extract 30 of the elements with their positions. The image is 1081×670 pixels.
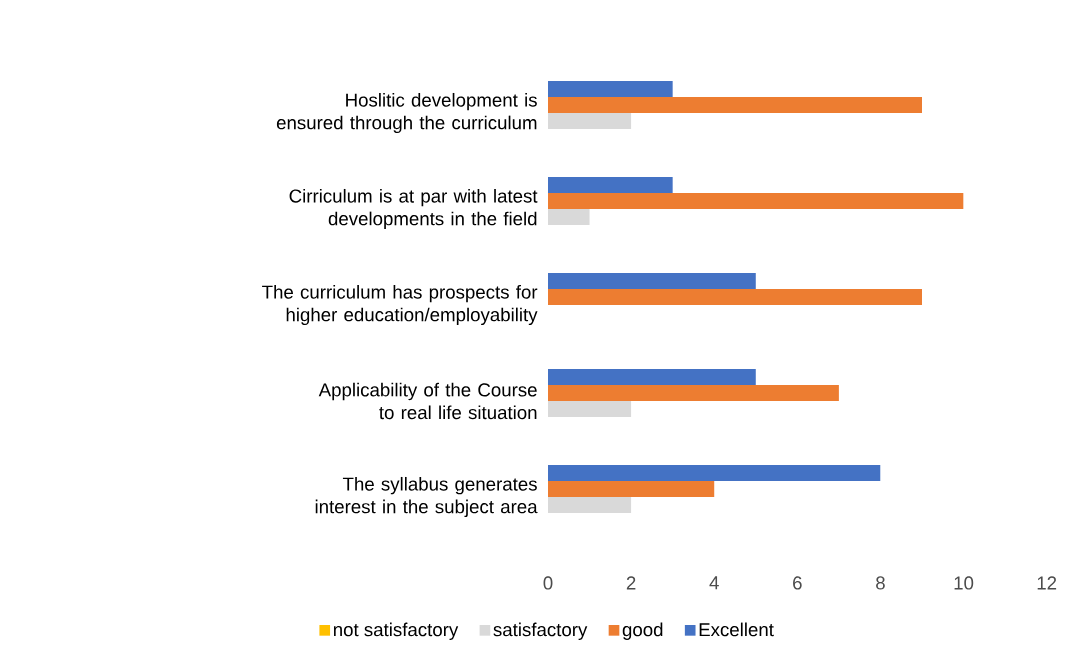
x-tick-label: 10 xyxy=(954,576,974,590)
bar xyxy=(548,177,673,193)
y-tick-label: The syllabus generates interest in the subject area xyxy=(315,476,538,518)
legend-label: Excellent xyxy=(699,622,774,637)
bar xyxy=(548,97,922,113)
bar xyxy=(548,113,632,129)
bar xyxy=(548,384,839,401)
bar xyxy=(548,209,590,225)
x-tick-label: 6 xyxy=(793,576,802,590)
x-tick-label: 4 xyxy=(709,576,719,590)
legend-label: satisfactory xyxy=(493,622,588,640)
bar xyxy=(548,401,632,417)
bar xyxy=(548,480,715,497)
bar xyxy=(548,369,756,385)
bar xyxy=(548,496,632,513)
y-tick-label: Cirriculum is at par with latest developments in the field xyxy=(289,188,538,230)
bar xyxy=(548,193,964,209)
bar xyxy=(548,81,673,97)
legend-label: not satisfactory xyxy=(333,622,459,640)
x-tick-label: 0 xyxy=(543,576,553,590)
x-tick-label: 2 xyxy=(626,576,636,590)
x-tick-label: 12 xyxy=(1037,576,1057,590)
y-tick-label: Hoslitic development is ensured through the curriculum xyxy=(276,92,537,134)
bar xyxy=(548,289,922,305)
bar xyxy=(548,464,881,481)
y-tick-label: The curriculum has prospects for higher education/employability xyxy=(262,284,538,326)
y-tick-label: Applicability of the Course to real life situation xyxy=(318,382,537,420)
x-tick-label: 8 xyxy=(876,576,885,590)
legend-label: good xyxy=(622,622,663,640)
bar xyxy=(548,273,756,289)
